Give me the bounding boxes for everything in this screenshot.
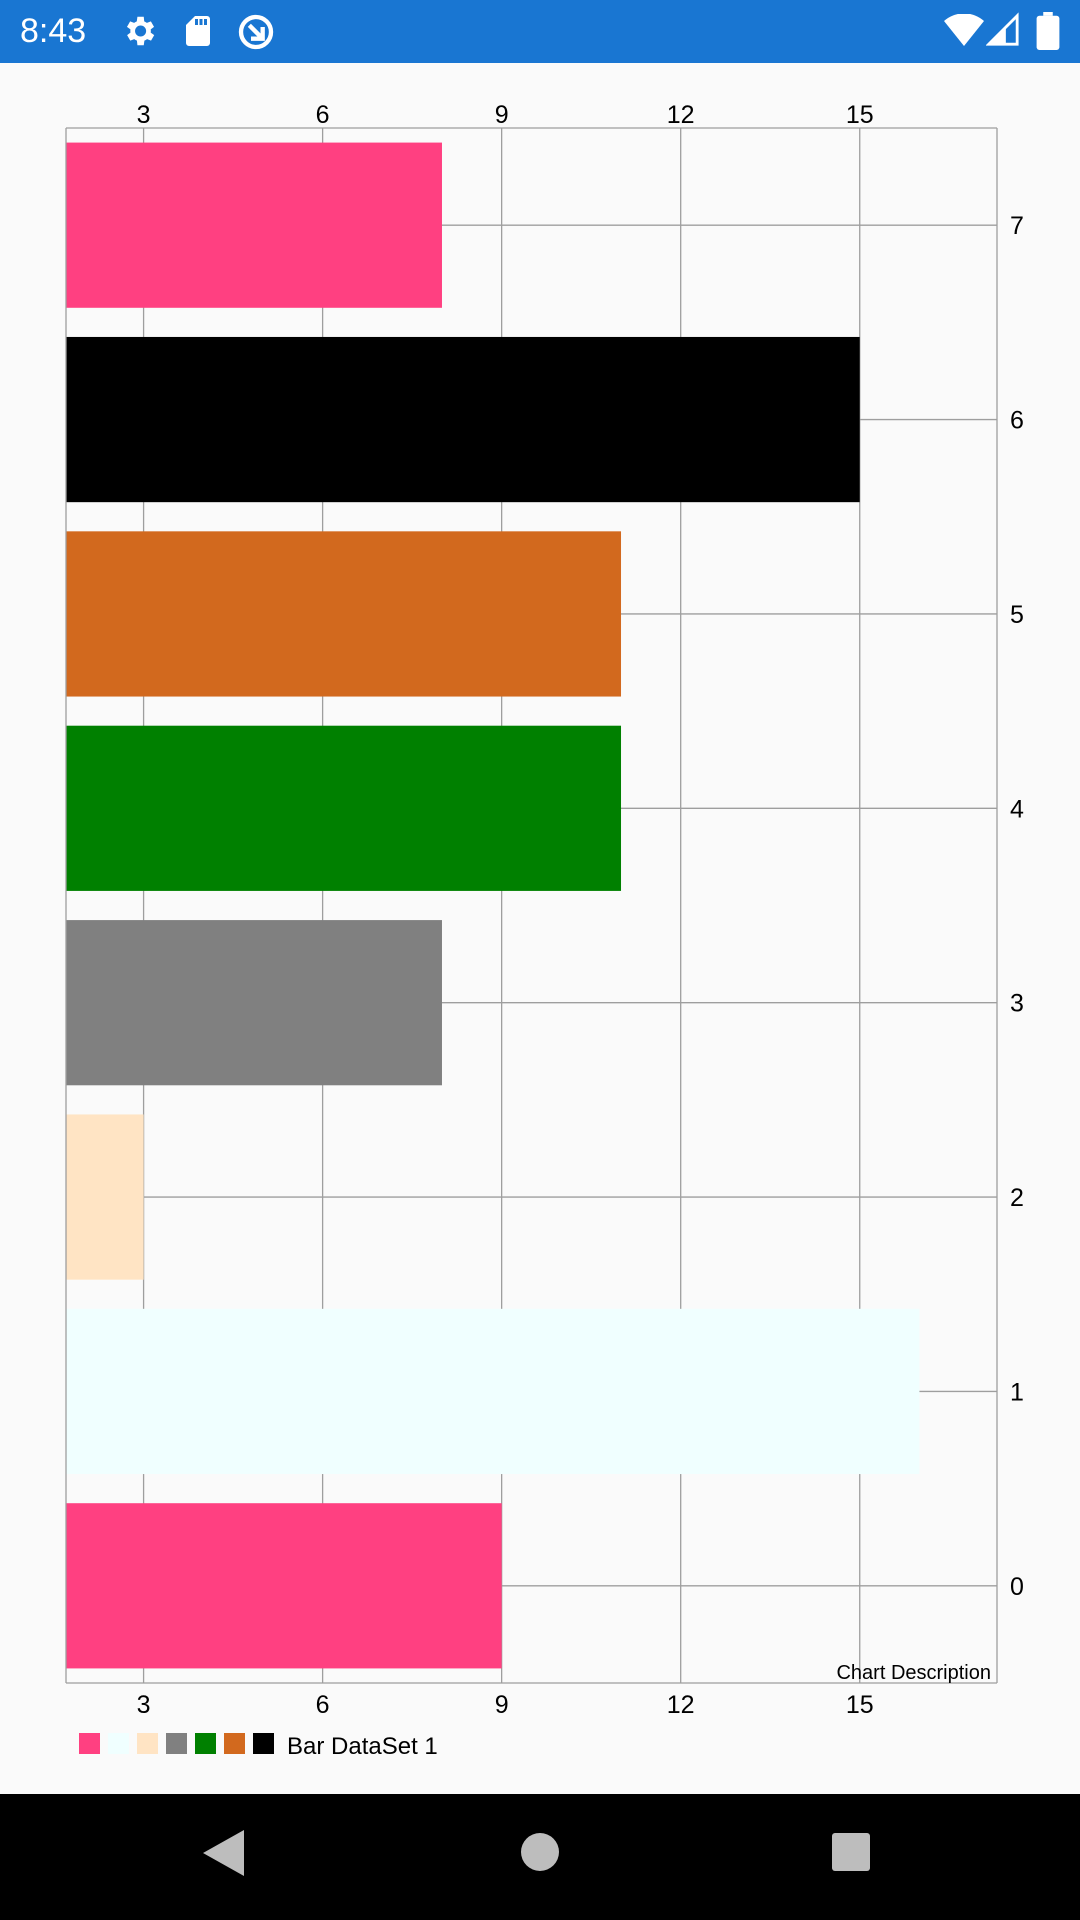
recents-icon[interactable] (831, 1832, 871, 1872)
legend-swatch-2 (137, 1733, 158, 1754)
sync-icon (238, 14, 274, 50)
legend-swatch-0 (79, 1733, 100, 1754)
legend-swatch-6 (253, 1733, 274, 1754)
category-label-4: 4 (1010, 795, 1024, 823)
bar-2[interactable] (66, 1114, 144, 1280)
navigation-bar (0, 1794, 1080, 1920)
status-bar: 8:43 (0, 0, 1080, 63)
chart-description: Chart Description (836, 1662, 991, 1684)
tick-top-9: 9 (495, 101, 509, 129)
bar-1[interactable] (66, 1308, 920, 1475)
home-icon[interactable] (520, 1832, 560, 1872)
category-label-3: 3 (1010, 990, 1024, 1018)
category-label-1: 1 (1010, 1378, 1024, 1406)
category-label-2: 2 (1010, 1184, 1024, 1212)
settings-icon (126, 16, 155, 46)
bar-7[interactable] (66, 142, 442, 308)
legend-swatch-1 (108, 1733, 129, 1754)
category-label-7: 7 (1010, 212, 1024, 240)
legend-swatch-4 (195, 1733, 216, 1754)
battery-icon (1036, 12, 1060, 50)
chart-legend (79, 1733, 274, 1754)
tick-bottom-6: 6 (316, 1691, 330, 1719)
chart-axes (65, 127, 998, 1684)
tick-top-15: 15 (846, 101, 874, 129)
bar-0[interactable] (66, 1503, 502, 1669)
tick-bottom-9: 9 (495, 1691, 509, 1719)
tick-top-6: 6 (316, 101, 330, 129)
bar-6[interactable] (66, 336, 860, 503)
tick-top-3: 3 (137, 101, 151, 129)
tick-bottom-15: 15 (846, 1691, 874, 1719)
legend-label: Bar DataSet 1 (287, 1733, 438, 1760)
tick-bottom-12: 12 (667, 1691, 695, 1719)
bar-4[interactable] (66, 725, 622, 891)
tick-top-12: 12 (667, 101, 695, 129)
bar-3[interactable] (66, 920, 442, 1086)
category-label-5: 5 (1010, 601, 1024, 629)
bar-5[interactable] (66, 531, 622, 697)
chart-bars (66, 142, 920, 1669)
legend-swatch-3 (166, 1733, 187, 1754)
legend-swatch-5 (224, 1733, 245, 1754)
category-label-0: 0 (1010, 1573, 1024, 1601)
wifi-icon (944, 14, 984, 46)
category-label-6: 6 (1010, 407, 1024, 435)
tick-bottom-3: 3 (137, 1691, 151, 1719)
status-time: 8:43 (20, 12, 87, 50)
back-icon[interactable] (200, 1828, 246, 1878)
signal-icon (986, 12, 1019, 46)
sd-card-icon (186, 16, 210, 46)
